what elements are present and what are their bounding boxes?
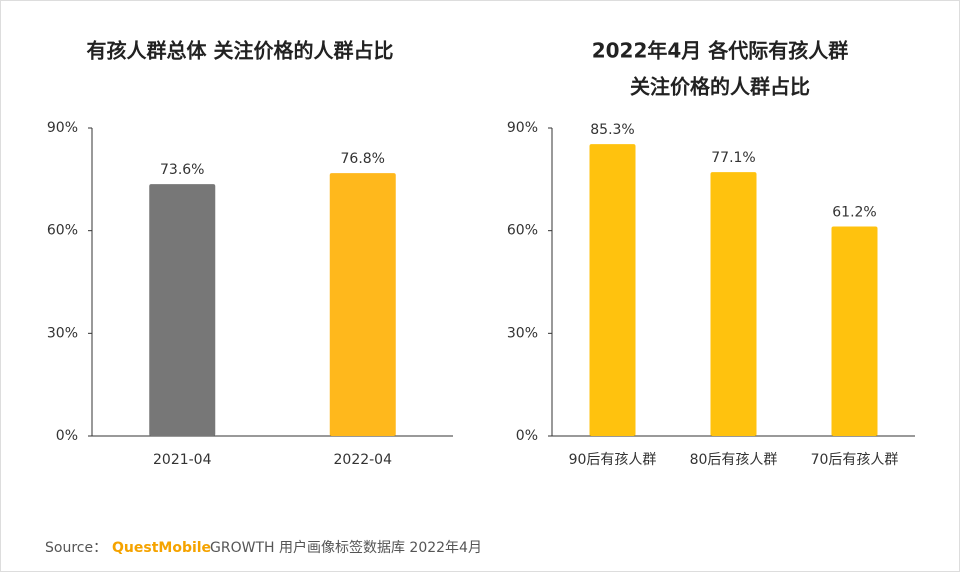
x-tick-label: 2021-04 [153, 452, 212, 468]
chart-title: 2022年4月 各代际有孩人群 [592, 39, 849, 63]
y-tick-label: 90% [47, 120, 78, 136]
chart-title: 关注价格的人群占比 [630, 75, 810, 99]
value-label: 73.6% [160, 162, 204, 178]
x-tick-label: 90后有孩人群 [569, 452, 657, 468]
x-tick-label: 80后有孩人群 [690, 452, 778, 468]
x-tick-label: 2022-04 [334, 452, 393, 468]
y-tick-label: 60% [47, 223, 78, 239]
bar [831, 226, 878, 436]
y-tick-label: 30% [47, 325, 78, 341]
value-label: 85.3% [590, 122, 634, 138]
y-tick-label: 30% [507, 325, 538, 341]
source-text: GROWTH 用户画像标签数据库 2022年4月 [210, 539, 482, 556]
y-tick-label: 60% [507, 223, 538, 239]
bar [589, 144, 636, 436]
bar [329, 173, 396, 436]
value-label: 76.8% [341, 151, 385, 167]
bar [149, 184, 216, 436]
chart-title: 有孩人群总体 关注价格的人群占比 [87, 39, 394, 63]
bar [710, 172, 757, 436]
value-label: 77.1% [711, 150, 755, 166]
y-tick-label: 90% [507, 120, 538, 136]
source-brand: QuestMobile [112, 540, 211, 556]
value-label: 61.2% [832, 205, 876, 221]
y-tick-label: 0% [56, 428, 78, 444]
x-tick-label: 70后有孩人群 [811, 452, 899, 468]
y-tick-label: 0% [516, 428, 538, 444]
source-label: Source： [45, 540, 107, 556]
